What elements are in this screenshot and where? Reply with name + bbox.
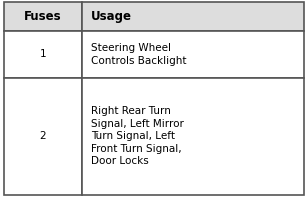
Text: 1: 1 (39, 49, 46, 59)
Text: Steering Wheel
Controls Backlight: Steering Wheel Controls Backlight (91, 43, 187, 66)
Text: Right Rear Turn
Signal, Left Mirror
Turn Signal, Left
Front Turn Signal,
Door Lo: Right Rear Turn Signal, Left Mirror Turn… (91, 107, 184, 166)
Bar (82, 2, 304, 31)
Bar (82, 78, 304, 195)
Bar (4, 2, 82, 31)
Text: Fuses: Fuses (24, 10, 62, 23)
Text: Usage: Usage (91, 10, 132, 23)
Bar (4, 78, 82, 195)
Bar (4, 31, 82, 78)
Bar (82, 31, 304, 78)
Text: 2: 2 (39, 131, 46, 141)
